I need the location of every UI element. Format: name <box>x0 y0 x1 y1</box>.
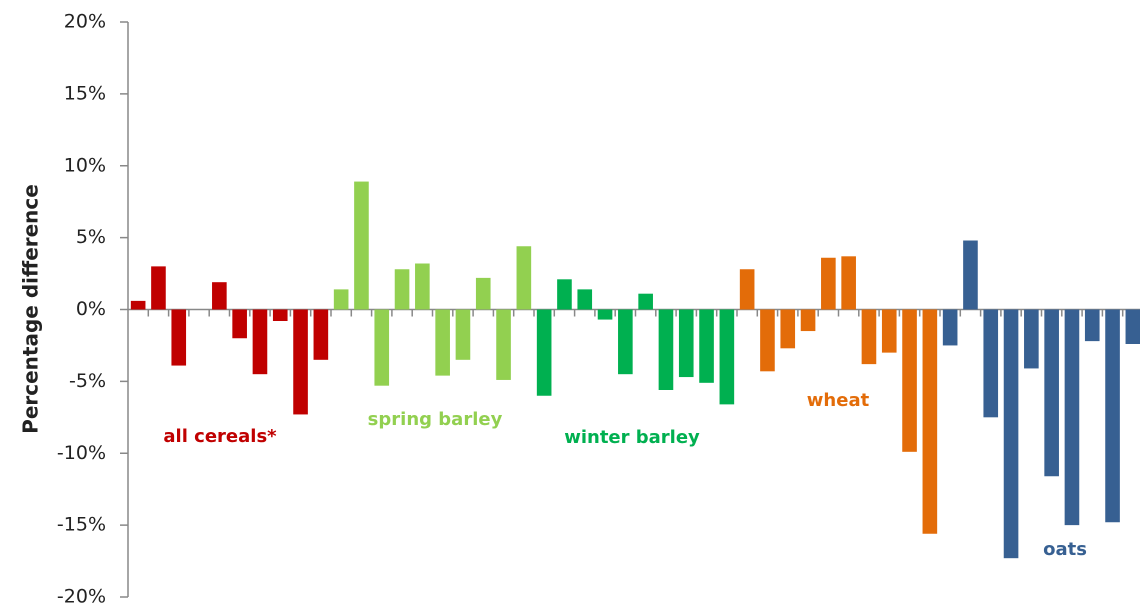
bar <box>415 263 430 310</box>
y-tick-label: 20% <box>64 11 106 33</box>
bar <box>760 309 775 372</box>
bar <box>922 309 938 534</box>
bar <box>881 309 897 353</box>
bar <box>130 300 146 310</box>
bar <box>151 266 166 310</box>
bar <box>963 240 978 310</box>
bar <box>1003 309 1019 559</box>
bar <box>394 269 410 310</box>
bar <box>333 289 349 310</box>
bar <box>536 309 552 396</box>
y-tick-label: -20% <box>57 586 106 608</box>
y-tick-label: -5% <box>69 370 106 392</box>
bar <box>780 309 796 349</box>
bar <box>374 309 390 386</box>
bar <box>821 257 836 310</box>
bar <box>902 309 917 452</box>
bar <box>232 309 247 339</box>
bar <box>475 277 491 310</box>
bar <box>252 309 268 375</box>
bar <box>212 282 227 310</box>
bar <box>597 309 613 320</box>
bar <box>841 256 856 310</box>
bar <box>719 309 735 405</box>
y-tick-label: 0% <box>76 298 106 320</box>
bar <box>942 309 958 346</box>
bar <box>313 309 329 360</box>
bar <box>658 309 674 390</box>
bar <box>516 246 532 310</box>
bar <box>272 309 288 321</box>
bar <box>1044 309 1059 477</box>
bar <box>1024 309 1039 369</box>
series-label: winter barley <box>564 427 700 448</box>
series-label: wheat <box>807 390 870 411</box>
bar <box>983 309 999 418</box>
bar <box>455 309 471 360</box>
bar <box>739 269 755 310</box>
bar <box>861 309 877 365</box>
y-tick-label: 15% <box>64 82 106 104</box>
y-tick-label: -10% <box>57 442 106 464</box>
bar <box>800 309 816 332</box>
series-label: spring barley <box>368 409 503 430</box>
y-axis-label: Percentage difference <box>19 184 43 434</box>
bar <box>293 309 308 415</box>
bar <box>557 279 572 310</box>
bar <box>577 289 593 310</box>
bar <box>1125 309 1140 344</box>
bar <box>1064 309 1080 526</box>
y-tick-label: 10% <box>64 154 106 176</box>
bar <box>1084 309 1100 342</box>
bar <box>638 293 653 310</box>
bar <box>618 309 633 375</box>
bar <box>678 309 694 378</box>
bar <box>699 309 714 383</box>
series-label: oats <box>1043 539 1087 560</box>
bar <box>435 309 450 376</box>
bar <box>496 309 511 380</box>
bar <box>354 181 369 310</box>
series-label: all cereals* <box>163 426 277 447</box>
bar <box>1105 309 1120 523</box>
y-tick-label: -15% <box>57 514 106 536</box>
y-tick-label: 5% <box>76 226 106 248</box>
bar <box>171 309 187 366</box>
